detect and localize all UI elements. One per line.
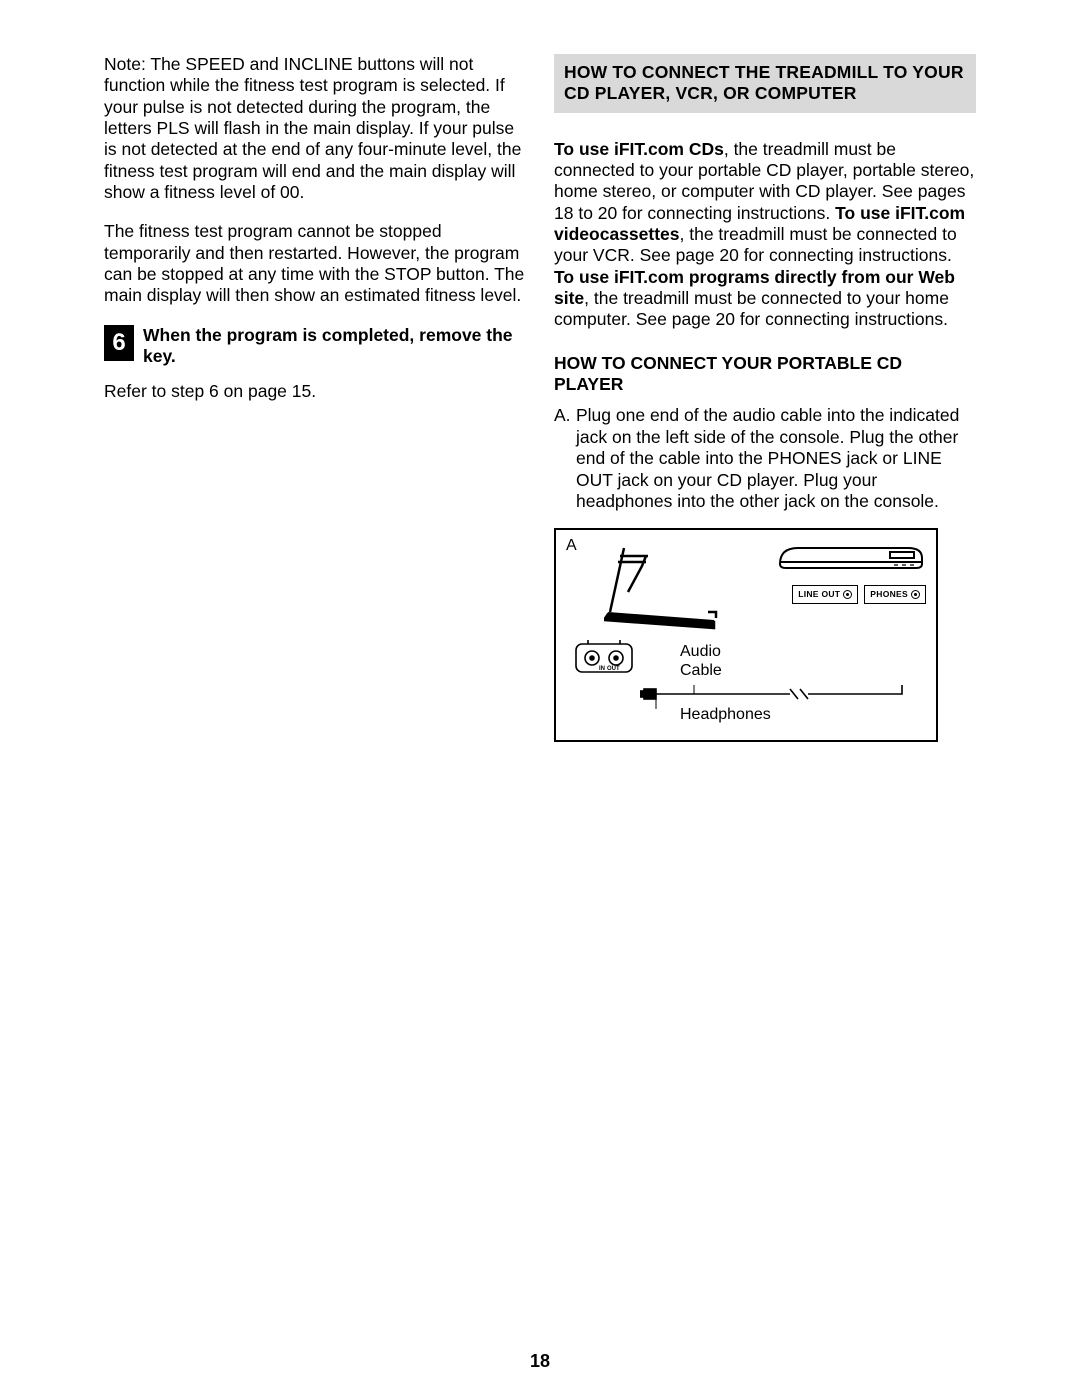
phones-text: PHONES	[870, 589, 908, 599]
lineout-jack: LINE OUT	[792, 585, 858, 603]
intro-text-3: , the treadmill must be connected to you…	[554, 288, 949, 329]
in-label: IN	[599, 666, 605, 672]
phones-port-icon	[911, 590, 920, 599]
connection-diagram: A	[554, 528, 938, 742]
step-A: A. Plug one end of the audio cable into …	[554, 405, 976, 512]
lineout-text: LINE OUT	[798, 589, 840, 599]
step-A-text: Plug one end of the audio cable into the…	[576, 405, 976, 512]
lineout-port-icon	[843, 590, 852, 599]
out-label: OUT	[607, 666, 620, 672]
step-heading: When the program is completed, remove th…	[143, 325, 526, 368]
console-box-icon: IN OUT	[574, 640, 634, 678]
left-column: Note: The SPEED and INCLINE buttons will…	[104, 54, 526, 742]
bold-cds: To use iFIT.com CDs	[554, 139, 724, 159]
note-paragraph: Note: The SPEED and INCLINE buttons will…	[104, 54, 526, 203]
right-column: HOW TO CONNECT THE TREADMILL TO YOUR CD …	[554, 54, 976, 742]
audio-word: Audio	[680, 643, 721, 660]
audio-cable-label: Audio Cable	[680, 643, 722, 680]
treadmill-icon	[604, 544, 744, 634]
intro-paragraph: To use iFIT.com CDs , the treadmill must …	[554, 139, 976, 331]
page-number: 18	[0, 1351, 1080, 1373]
stop-paragraph: The fitness test program cannot be stopp…	[104, 221, 526, 306]
section-title: HOW TO CONNECT THE TREADMILL TO YOUR CD …	[554, 54, 976, 113]
step-6: 6 When the program is completed, remove …	[104, 325, 526, 368]
two-column-layout: Note: The SPEED and INCLINE buttons will…	[104, 54, 976, 742]
cable-word: Cable	[680, 662, 722, 679]
step-number-badge: 6	[104, 325, 134, 361]
manual-page: Note: The SPEED and INCLINE buttons will…	[0, 0, 1080, 1397]
phones-jack: PHONES	[864, 585, 926, 603]
cd-player-icon	[776, 542, 926, 572]
refer-paragraph: Refer to step 6 on page 15.	[104, 381, 526, 402]
audio-cable-icon	[640, 685, 912, 709]
jack-labels: LINE OUT PHONES	[792, 585, 926, 603]
diagram-corner-label: A	[566, 536, 577, 556]
sub-heading: HOW TO CONNECT YOUR PORTABLE CD PLAYER	[554, 353, 976, 396]
step-A-label: A.	[554, 405, 576, 512]
